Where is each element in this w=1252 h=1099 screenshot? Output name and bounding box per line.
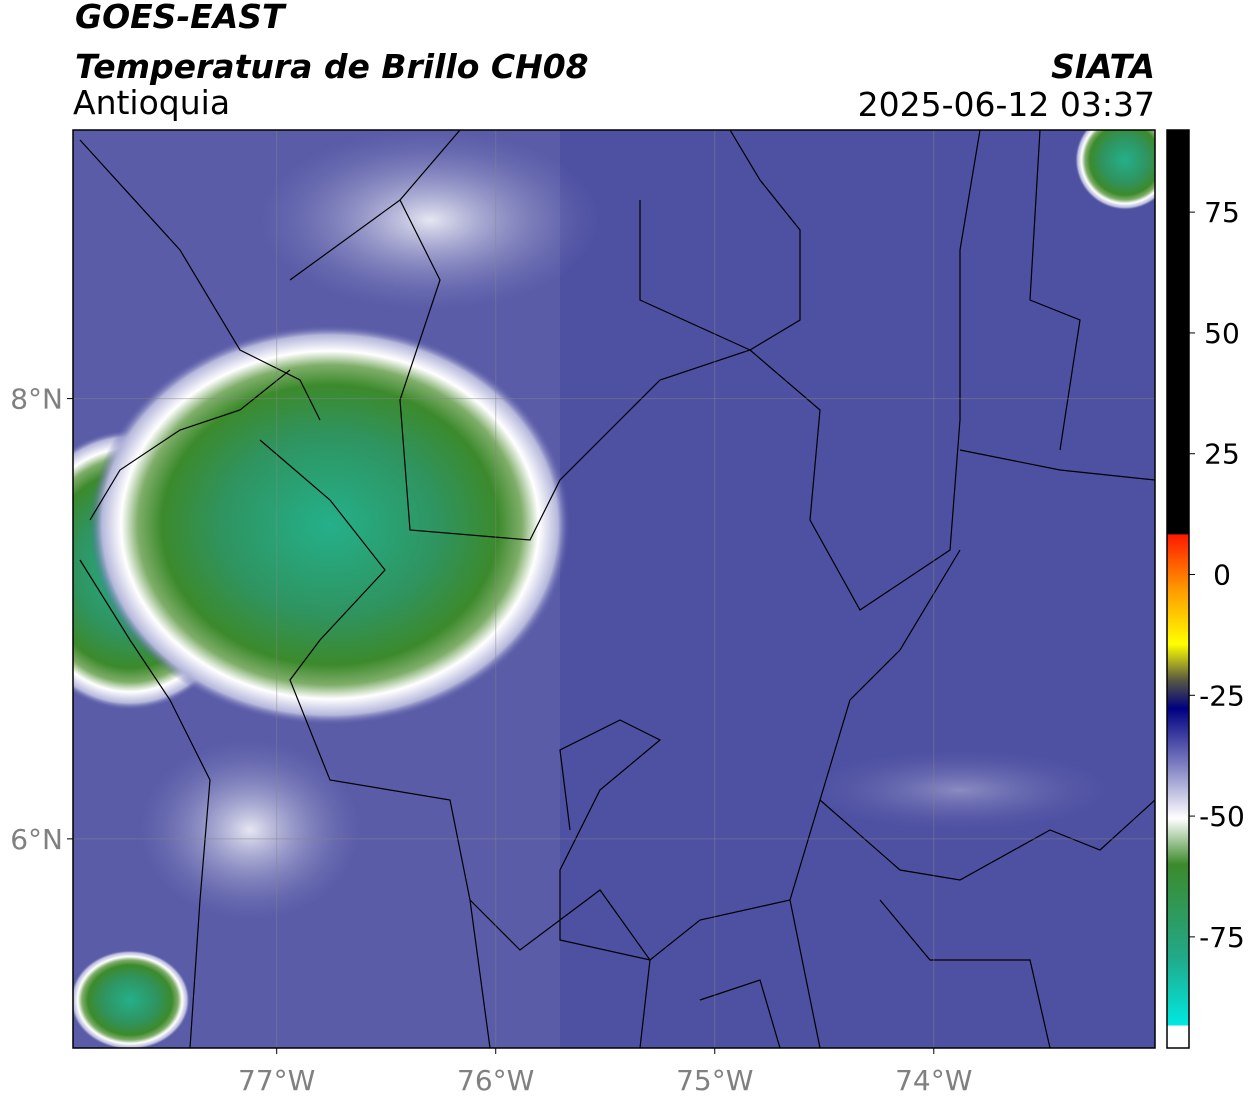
agency: SIATA: [1051, 47, 1155, 86]
x-tick-label: 75°W: [676, 1064, 753, 1097]
y-tick-label: 8°N: [10, 383, 63, 416]
colorbar-tick-label: -75: [1199, 921, 1245, 954]
colorbar-tick-label: -50: [1199, 800, 1245, 833]
region: Antioquia: [73, 83, 230, 122]
colorbar: [1166, 129, 1190, 1049]
map-field: [73, 130, 1155, 1048]
colorbar-tick-label: 50: [1204, 317, 1240, 350]
colorbar-tick-label: 25: [1204, 438, 1240, 471]
product: Temperatura de Brillo CH08: [75, 47, 589, 86]
x-tick-label: 77°W: [238, 1064, 315, 1097]
timestamp: 2025-06-12 03:37: [858, 85, 1155, 124]
x-tick-label: 76°W: [457, 1064, 534, 1097]
x-tick-label: 74°W: [895, 1064, 972, 1097]
colorbar-tick-label: -25: [1199, 679, 1245, 712]
colorbar-tick-label: 0: [1213, 559, 1231, 592]
colorbar-tick-label: 75: [1204, 196, 1240, 229]
y-tick-label: 6°N: [10, 823, 63, 856]
satellite: GOES-EAST: [75, 0, 287, 36]
map-frame: [72, 129, 1156, 1049]
